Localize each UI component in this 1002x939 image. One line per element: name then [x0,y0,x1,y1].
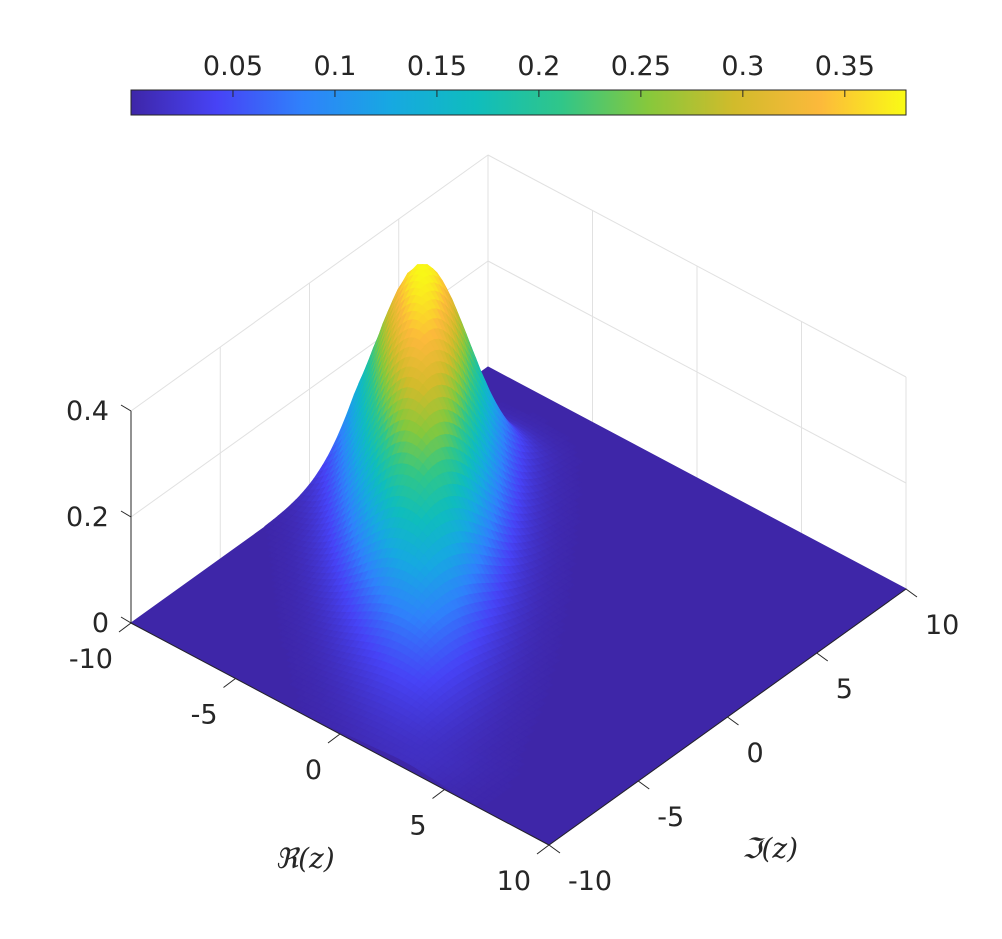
colorbar: 0.05 0.1 0.15 0.2 0.25 0.3 0.35 [130,51,907,116]
x-tick-label: -10 [69,644,113,675]
axes: -10 -5 0 5 10 -10 -5 0 5 10 0 0.2 0.4 [66,396,959,897]
surface [130,264,907,846]
colorbar-bar [130,89,907,116]
x-tick-label: 0 [305,755,322,786]
x-tick-label: 10 [497,866,531,897]
x-axis-tick [223,678,236,688]
surface-patch [479,798,491,806]
z-tick-label: 0.2 [66,502,109,533]
z-axis-tick [120,616,132,624]
x-axis-tick [118,622,132,633]
x-axis-label: ℜ(z) [275,842,334,875]
z-axis-tick [120,404,132,412]
colorbar-tick-label: 0.1 [313,51,356,82]
x-axis-tick [327,733,341,744]
grid-line [487,260,907,484]
x-axis-tick [432,789,445,799]
y-axis-tick [637,780,650,790]
y-tick-label: 10 [925,610,959,641]
y-axis-tick [905,588,918,598]
z-axis-tick [120,510,132,518]
z-tick-label: 0 [92,608,109,639]
x-axis-tick [536,844,550,855]
y-tick-label: 5 [836,674,853,705]
colorbar-tick-label: 0.2 [517,51,560,82]
x-tick-label: 5 [409,811,426,842]
grid-line [487,154,907,378]
colorbar-tick-label: 0.25 [611,51,671,82]
colorbar-ticks: 0.05 0.1 0.15 0.2 0.25 0.3 0.35 [203,51,875,97]
z-tick-label: 0.4 [66,396,109,427]
y-axis-tick [727,716,739,726]
y-axis-label: ℑ(z) [742,832,798,865]
grid-line [130,154,489,412]
y-axis-tick [548,844,561,854]
colorbar-tick-label: 0.3 [721,51,764,82]
colorbar-tick-label: 0.15 [407,51,467,82]
y-axis-tick [816,652,829,662]
colorbar-tick-label: 0.35 [815,51,875,82]
y-tick-label: -10 [568,866,612,897]
x-tick-label: -5 [191,700,218,731]
y-tick-label: -5 [657,802,684,833]
y-tick-label: 0 [747,738,764,769]
colorbar-tick-label: 0.05 [203,51,263,82]
